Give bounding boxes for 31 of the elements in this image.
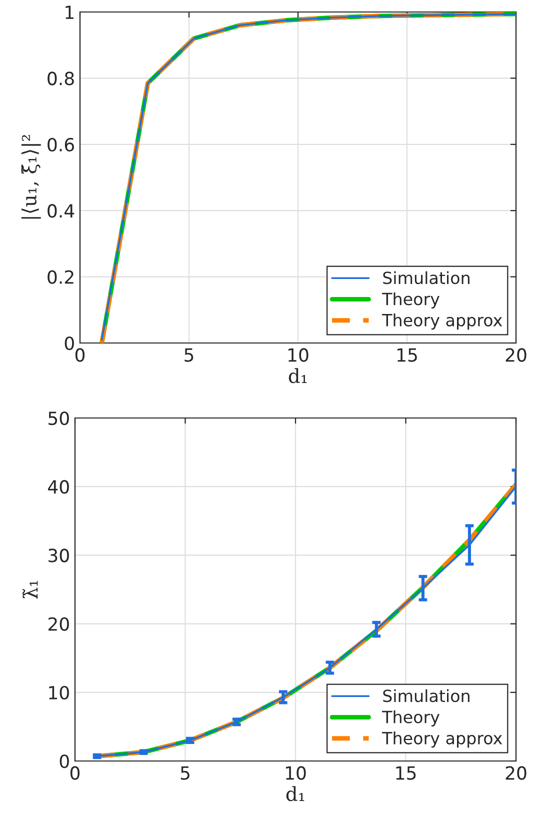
y-tick-label: 10 bbox=[49, 686, 69, 700]
x-tick-label: 15 bbox=[396, 766, 416, 780]
legend-label: Theory approx bbox=[382, 732, 502, 748]
y-tick-label: 40 bbox=[48, 480, 69, 494]
y-tick-label: 0.2 bbox=[48, 270, 74, 284]
x-tick-label: 5 bbox=[180, 766, 190, 780]
x-axis-title: d₁ bbox=[288, 368, 307, 384]
y-tick-label: 20 bbox=[48, 617, 69, 631]
x-tick-label: 20 bbox=[506, 766, 526, 780]
y-tick-label: 1 bbox=[66, 6, 74, 19]
x-tick-label: 20 bbox=[506, 348, 526, 362]
y-tick-label: 0.6 bbox=[48, 138, 74, 152]
legend-label: Theory bbox=[382, 292, 440, 309]
y-tick-label: 0 bbox=[60, 754, 69, 768]
legend-label: Simulation bbox=[383, 689, 470, 702]
x-tick-label: 5 bbox=[184, 348, 194, 362]
x-tick-label: 0 bbox=[75, 348, 85, 362]
legend-label: Simulation bbox=[383, 271, 470, 284]
legend-label: Theory bbox=[382, 710, 440, 727]
x-tick-label: 10 bbox=[288, 348, 308, 362]
y-tick-label: 0 bbox=[64, 336, 74, 350]
y-tick-label: 0.8 bbox=[48, 72, 74, 86]
y-axis-title: λ̃₁ bbox=[22, 580, 38, 599]
y-tick-label: 50 bbox=[48, 411, 69, 426]
x-tick-label: 15 bbox=[397, 348, 417, 362]
y-tick-label: 30 bbox=[48, 548, 69, 562]
x-axis-title: d₁ bbox=[286, 786, 304, 802]
y-tick-label: 0.4 bbox=[48, 204, 74, 218]
y-axis-title: |⟨u₁, ξ̃₁⟩|² bbox=[21, 135, 41, 219]
legend-label: Theory approx bbox=[382, 314, 502, 330]
x-tick-label: 10 bbox=[286, 766, 306, 780]
